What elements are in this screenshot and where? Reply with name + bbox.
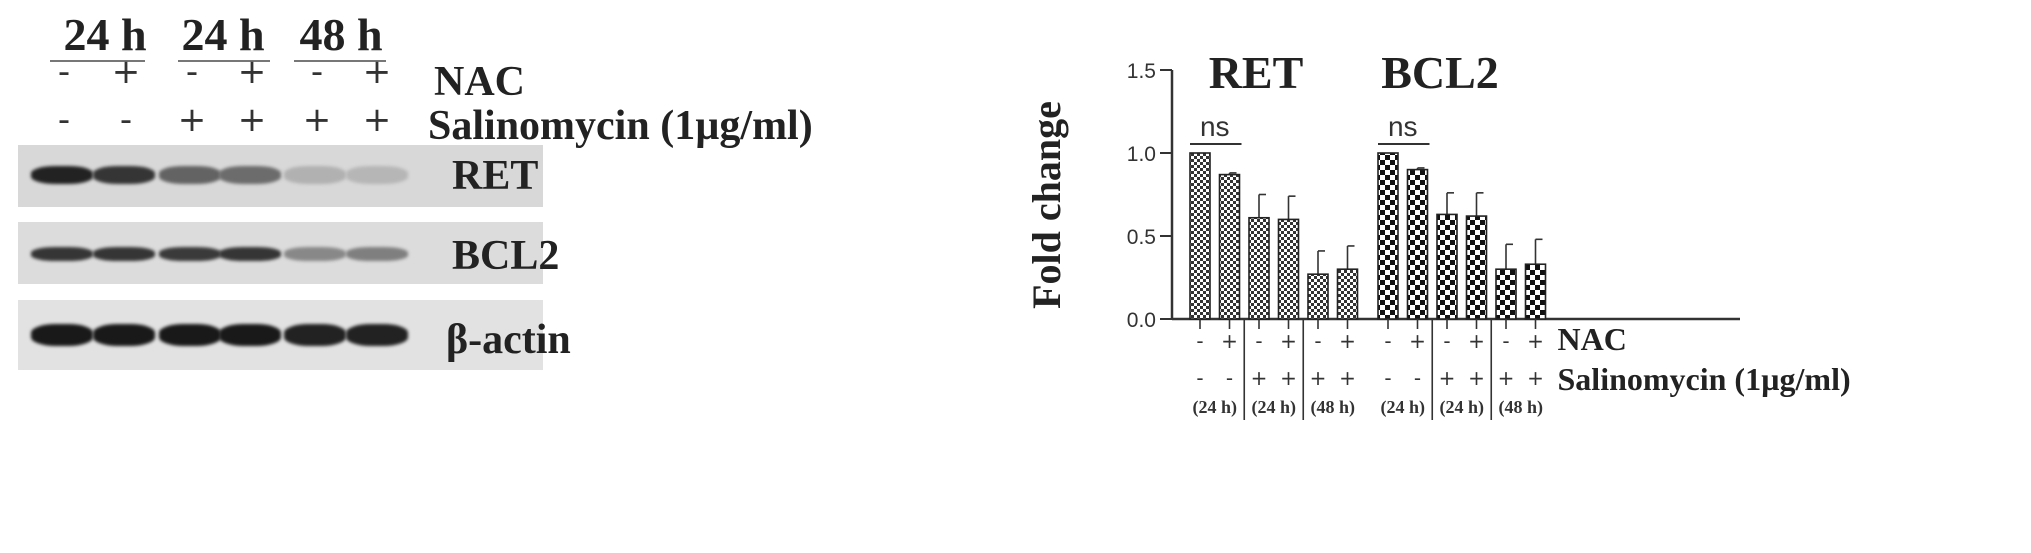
nac-sign: -: [1314, 329, 1321, 353]
nac-sign: +: [1339, 329, 1356, 353]
blot-band: [219, 166, 281, 184]
nac-sign: +: [1221, 329, 1238, 353]
salinomycin-sign: +: [1310, 366, 1327, 390]
blot-band: [284, 324, 346, 346]
salinomycin-sign: -: [1414, 366, 1421, 390]
nac-sign: -: [1255, 329, 1262, 353]
bar: [1189, 152, 1211, 320]
salinomycin-sign: -: [57, 100, 71, 140]
nac-sign: -: [185, 52, 199, 92]
time-label: (48 h): [1311, 397, 1356, 418]
bar: [1248, 216, 1270, 320]
bar: [1495, 268, 1517, 320]
time-label: (48 h): [1499, 397, 1544, 418]
nac-label: NAC: [1558, 321, 1627, 357]
blot-band: [346, 166, 408, 184]
time-header-underline: [294, 60, 386, 62]
y-tick-label: 1.0: [1127, 143, 1156, 166]
y-tick-label: 1.5: [1127, 60, 1156, 83]
salinomycin-sign: +: [237, 100, 267, 140]
salinomycin-sign: +: [1527, 366, 1544, 390]
time-header-1: 24 h: [63, 9, 147, 60]
blot-band: [346, 324, 408, 346]
bar: [1218, 173, 1241, 320]
western-blot-panel: 24 h 24 h 48 h - + - + - + NAC - - + + +…: [18, 9, 813, 370]
salinomycin-sign: +: [1280, 366, 1297, 390]
fold-change-bar-chart: Fold change 0.00.51.01.5 RETnsBCL2ns--+--…: [1024, 47, 1851, 420]
bar: [1406, 168, 1429, 320]
blot-band: [159, 247, 221, 261]
bar: [1336, 268, 1359, 320]
salinomycin-sign: -: [1226, 366, 1233, 390]
time-label: (24 h): [1193, 397, 1238, 418]
salinomycin-sign: +: [1439, 366, 1456, 390]
bar: [1524, 263, 1547, 320]
blot-band: [219, 324, 281, 346]
time-label: (24 h): [1381, 397, 1426, 418]
bar: [1377, 152, 1399, 320]
nac-label: NAC: [434, 59, 525, 105]
salinomycin-label: Salinomycin (1µg/ml): [1558, 361, 1851, 397]
time-label: (24 h): [1440, 397, 1485, 418]
salinomycin-sign: +: [1498, 366, 1515, 390]
panel-label-bcl2: BCL2: [452, 233, 560, 279]
time-header-underline: [50, 60, 145, 62]
nac-sign: +: [362, 52, 392, 92]
bar: [1436, 213, 1458, 320]
group-title: BCL2: [1381, 47, 1499, 98]
nac-sign: -: [1443, 329, 1450, 353]
y-tick-label: 0.5: [1127, 226, 1156, 249]
nac-sign: -: [1196, 329, 1203, 353]
blot-band: [284, 166, 346, 184]
time-header-3: 48 h: [299, 9, 383, 60]
bar: [1307, 273, 1329, 320]
significance-label: ns: [1200, 111, 1230, 142]
nac-sign: -: [1502, 329, 1509, 353]
significance-label: ns: [1388, 111, 1418, 142]
bar: [1465, 215, 1488, 320]
salinomycin-sign: -: [119, 100, 133, 140]
blot-band: [93, 324, 155, 346]
nac-sign: +: [237, 52, 267, 92]
bar: [1277, 218, 1300, 320]
group-title: RET: [1209, 47, 1304, 98]
time-header-underline: [178, 60, 270, 62]
nac-sign: -: [1384, 329, 1391, 353]
salinomycin-sign: +: [177, 100, 207, 140]
blot-band: [93, 166, 155, 184]
nac-sign: -: [310, 52, 324, 92]
blot-band: [159, 324, 221, 346]
nac-sign: -: [57, 52, 71, 92]
time-label: (24 h): [1252, 397, 1297, 418]
blot-band: [31, 166, 93, 184]
nac-sign: +: [111, 52, 141, 92]
y-tick-label: 0.0: [1127, 309, 1156, 332]
panel-label-ret: RET: [452, 153, 539, 199]
blot-band: [93, 247, 155, 261]
blot-band: [346, 247, 408, 261]
panel-label-actin: β-actin: [446, 317, 571, 363]
salinomycin-sign: +: [1468, 366, 1485, 390]
salinomycin-sign: +: [1251, 366, 1268, 390]
salinomycin-sign: +: [302, 100, 332, 140]
salinomycin-label: Salinomycin (1µg/ml): [428, 103, 813, 149]
salinomycin-sign: -: [1196, 366, 1203, 390]
salinomycin-sign: +: [362, 100, 392, 140]
nac-sign: +: [1409, 329, 1426, 353]
time-header-2: 24 h: [181, 9, 265, 60]
nac-sign: +: [1280, 329, 1297, 353]
nac-sign: +: [1527, 329, 1544, 353]
y-axis-label: Fold change: [1024, 101, 1069, 309]
blot-band: [284, 247, 346, 261]
blot-band: [31, 247, 93, 261]
salinomycin-sign: -: [1384, 366, 1391, 390]
blot-band: [159, 166, 221, 184]
blot-band: [31, 324, 93, 346]
nac-sign: +: [1468, 329, 1485, 353]
salinomycin-sign: +: [1339, 366, 1356, 390]
blot-band: [219, 247, 281, 261]
